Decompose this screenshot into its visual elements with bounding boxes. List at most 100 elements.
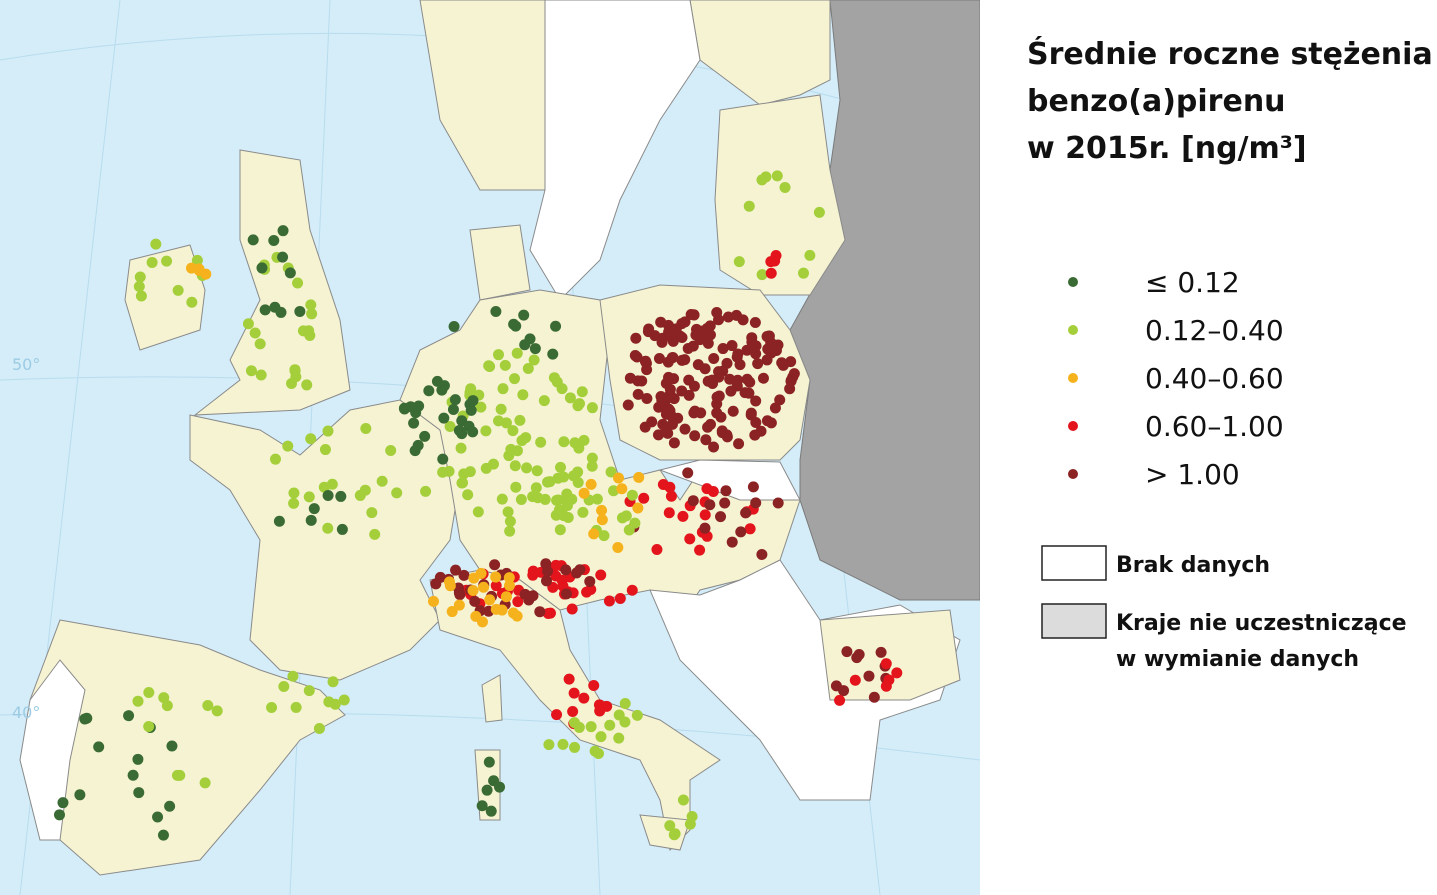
station-dot bbox=[538, 395, 550, 407]
station-dot bbox=[294, 305, 306, 317]
station-dot bbox=[413, 400, 425, 412]
station-dot bbox=[652, 429, 664, 441]
station-dot bbox=[688, 407, 700, 419]
station-dot bbox=[725, 385, 737, 397]
station-dot bbox=[744, 376, 756, 388]
station-dot bbox=[319, 444, 331, 456]
legend-box bbox=[1041, 545, 1107, 581]
station-dot bbox=[269, 453, 281, 465]
station-dot bbox=[335, 490, 347, 502]
station-dot bbox=[560, 564, 572, 576]
station-dot bbox=[706, 374, 718, 386]
station-dot bbox=[719, 497, 731, 509]
station-dot bbox=[510, 481, 522, 493]
station-dot bbox=[586, 452, 598, 464]
station-dot bbox=[626, 489, 638, 501]
station-dot bbox=[458, 468, 470, 480]
station-dot bbox=[475, 401, 487, 413]
station-dot bbox=[853, 649, 865, 661]
station-dot bbox=[651, 544, 663, 556]
station-dot bbox=[721, 357, 733, 369]
station-dot bbox=[746, 336, 758, 348]
station-dot bbox=[53, 809, 65, 821]
station-dot bbox=[496, 604, 508, 616]
station-dot bbox=[524, 333, 536, 345]
station-dot bbox=[420, 485, 432, 497]
station-dot bbox=[455, 442, 467, 454]
station-dot bbox=[749, 429, 761, 441]
station-dot bbox=[662, 356, 674, 368]
station-dot bbox=[430, 578, 442, 590]
station-dot bbox=[761, 354, 773, 366]
station-dot bbox=[496, 493, 508, 505]
legend-dot bbox=[1068, 469, 1078, 479]
station-dot bbox=[436, 384, 448, 396]
station-dot bbox=[457, 477, 469, 489]
station-dot bbox=[399, 403, 411, 415]
station-dot bbox=[765, 417, 777, 429]
station-dot bbox=[682, 467, 694, 479]
station-dot bbox=[93, 741, 105, 753]
station-dot bbox=[211, 705, 223, 717]
legend-box-label: Kraje nie uczestniczące bbox=[1116, 611, 1407, 636]
station-dot bbox=[467, 584, 479, 596]
station-dot bbox=[547, 348, 559, 360]
station-dot bbox=[127, 769, 139, 781]
station-dot bbox=[734, 359, 746, 371]
station-dot bbox=[586, 402, 598, 414]
station-dot bbox=[161, 255, 173, 267]
station-dot bbox=[849, 674, 861, 686]
station-dot bbox=[503, 572, 515, 584]
station-dot bbox=[490, 306, 502, 318]
station-dot bbox=[588, 528, 600, 540]
station-dot bbox=[286, 377, 298, 389]
station-dot bbox=[509, 373, 521, 385]
station-dot bbox=[292, 277, 304, 289]
station-dot bbox=[664, 383, 676, 395]
station-dot bbox=[303, 491, 315, 503]
station-dot bbox=[554, 524, 566, 536]
great-britain bbox=[193, 149, 351, 416]
station-dot bbox=[527, 590, 539, 602]
station-dot bbox=[765, 256, 777, 268]
station-dot bbox=[595, 569, 607, 581]
station-dot bbox=[287, 670, 299, 682]
station-dot bbox=[278, 681, 290, 693]
station-dot bbox=[245, 365, 257, 377]
station-dot bbox=[785, 356, 797, 368]
station-dot bbox=[687, 495, 699, 507]
station-dot bbox=[573, 442, 585, 454]
station-dot bbox=[134, 271, 146, 283]
station-dot bbox=[492, 349, 504, 361]
station-dot bbox=[636, 375, 648, 387]
station-dot bbox=[760, 171, 772, 183]
station-dot bbox=[774, 394, 786, 406]
graticule-label: 40° bbox=[12, 703, 40, 722]
station-dot bbox=[329, 698, 341, 710]
station-dot bbox=[438, 412, 450, 424]
station-dot bbox=[469, 595, 481, 607]
station-dot bbox=[504, 515, 516, 527]
station-dot bbox=[254, 338, 266, 350]
station-dot bbox=[81, 712, 93, 724]
graticule-label: 50° bbox=[12, 355, 40, 374]
station-dot bbox=[788, 368, 800, 380]
station-dot bbox=[739, 387, 751, 399]
station-dot bbox=[303, 685, 315, 697]
corsica bbox=[481, 674, 503, 723]
stations bbox=[53, 170, 903, 841]
station-dot bbox=[733, 256, 745, 268]
station-dot bbox=[288, 487, 300, 499]
station-dot bbox=[476, 800, 488, 812]
station-dot bbox=[641, 364, 653, 376]
station-dot bbox=[541, 575, 553, 587]
station-dot bbox=[514, 414, 526, 426]
station-dot bbox=[550, 320, 562, 332]
legend-title: w 2015r. [ng/m³] bbox=[1027, 131, 1307, 166]
station-dot bbox=[193, 265, 205, 277]
station-dot bbox=[171, 769, 183, 781]
baltics bbox=[714, 94, 846, 296]
station-dot bbox=[534, 606, 546, 618]
station-dot bbox=[132, 753, 144, 765]
station-dot bbox=[683, 389, 695, 401]
